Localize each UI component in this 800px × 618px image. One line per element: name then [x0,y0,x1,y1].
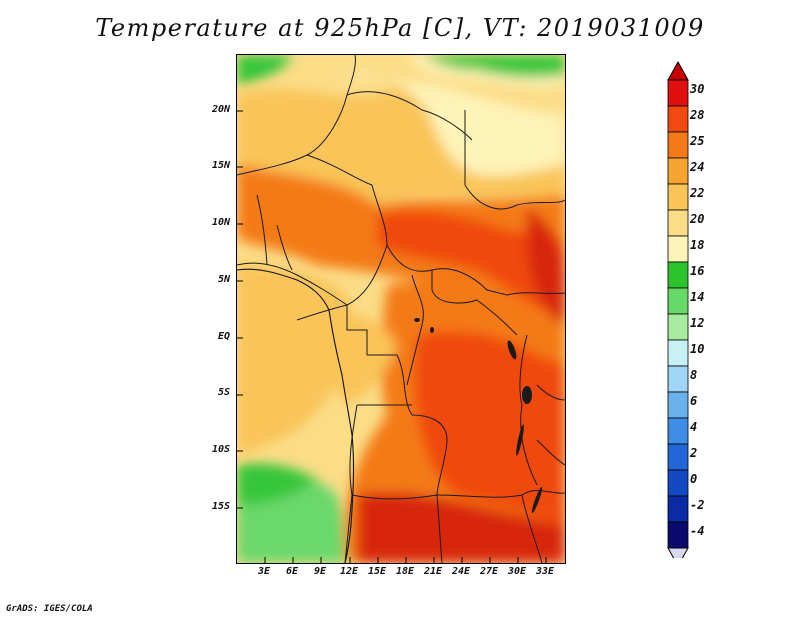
lat-label-20n: 20N [211,104,230,115]
lon-label-3e: 3E [257,566,271,577]
lon-label-24e: 24E [451,566,471,577]
lat-label-5s: 5S [217,387,230,398]
colorbar-level-label: 4 [690,420,698,434]
colorbar-top-arrow [667,60,689,81]
lon-label-33e: 33E [535,566,555,577]
lon-label-18e: 18E [395,566,415,577]
colorbar-segment [667,209,689,237]
colorbar-segment [667,157,689,185]
frame-ticks [237,110,547,563]
colorbar-segment [667,235,689,263]
colorbar-segment [667,443,689,471]
map-title: Temperature at 925hPa [C], VT: 201903100… [95,14,705,42]
lon-label-21e: 21E [423,566,443,577]
lon-label-9e: 9E [313,566,327,577]
colorbar-segment [667,521,689,549]
grads-credit: GrADS: IGES/COLA [6,604,93,614]
colorbar-segment [667,183,689,211]
colorbar-level-label: 0 [690,472,698,486]
colorbar-level-label: 24 [690,160,705,174]
colorbar-segment [667,79,689,107]
colorbar-segment [667,287,689,315]
colorbar-segment [667,495,689,523]
colorbar-level-label: 28 [690,108,705,122]
colorbar [667,60,689,558]
colorbar-level-label: 14 [690,290,705,304]
colorbar-level-label: 6 [690,394,698,408]
colorbar-level-label: 30 [690,82,705,96]
lat-label-10s: 10S [211,444,230,455]
colorbar-segment [667,339,689,367]
lat-label-10n: 10N [211,217,230,228]
temperature-map [236,54,566,564]
colorbar-level-label: 20 [690,212,705,226]
colorbar-segment [667,417,689,445]
lakes [414,318,543,514]
colorbar-level-label: 8 [690,368,698,382]
colorbar-level-label: 2 [690,446,698,460]
colorbar-level-label: 25 [690,134,705,148]
colorbar-bottom-arrow [667,547,689,558]
lat-label-eq: EQ [217,331,230,342]
colorbar-level-label: 22 [690,186,705,200]
colorbar-segment [667,391,689,419]
colorbar-segment [667,131,689,159]
colorbar-level-label: -2 [690,498,705,512]
colorbar-level-label: -4 [690,524,705,538]
lat-label-15s: 15S [211,501,230,512]
colorbar-level-label: 12 [690,316,705,330]
lon-label-15e: 15E [367,566,387,577]
coastline [237,268,355,563]
lon-label-30e: 30E [507,566,527,577]
lon-label-12e: 12E [339,566,359,577]
lon-label-6e: 6E [285,566,299,577]
colorbar-level-label: 18 [690,238,705,252]
colorbar-segment [667,105,689,133]
colorbar-segment [667,261,689,289]
temperature-field [237,55,565,563]
lat-label-5n: 5N [217,274,230,285]
colorbar-segment [667,313,689,341]
colorbar-level-label: 10 [690,342,705,356]
colorbar-segment [667,469,689,497]
lat-label-15n: 15N [211,160,230,171]
colorbar-segment [667,365,689,393]
country-borders [237,55,565,563]
lon-label-27e: 27E [479,566,499,577]
colorbar-level-label: 16 [690,264,705,278]
